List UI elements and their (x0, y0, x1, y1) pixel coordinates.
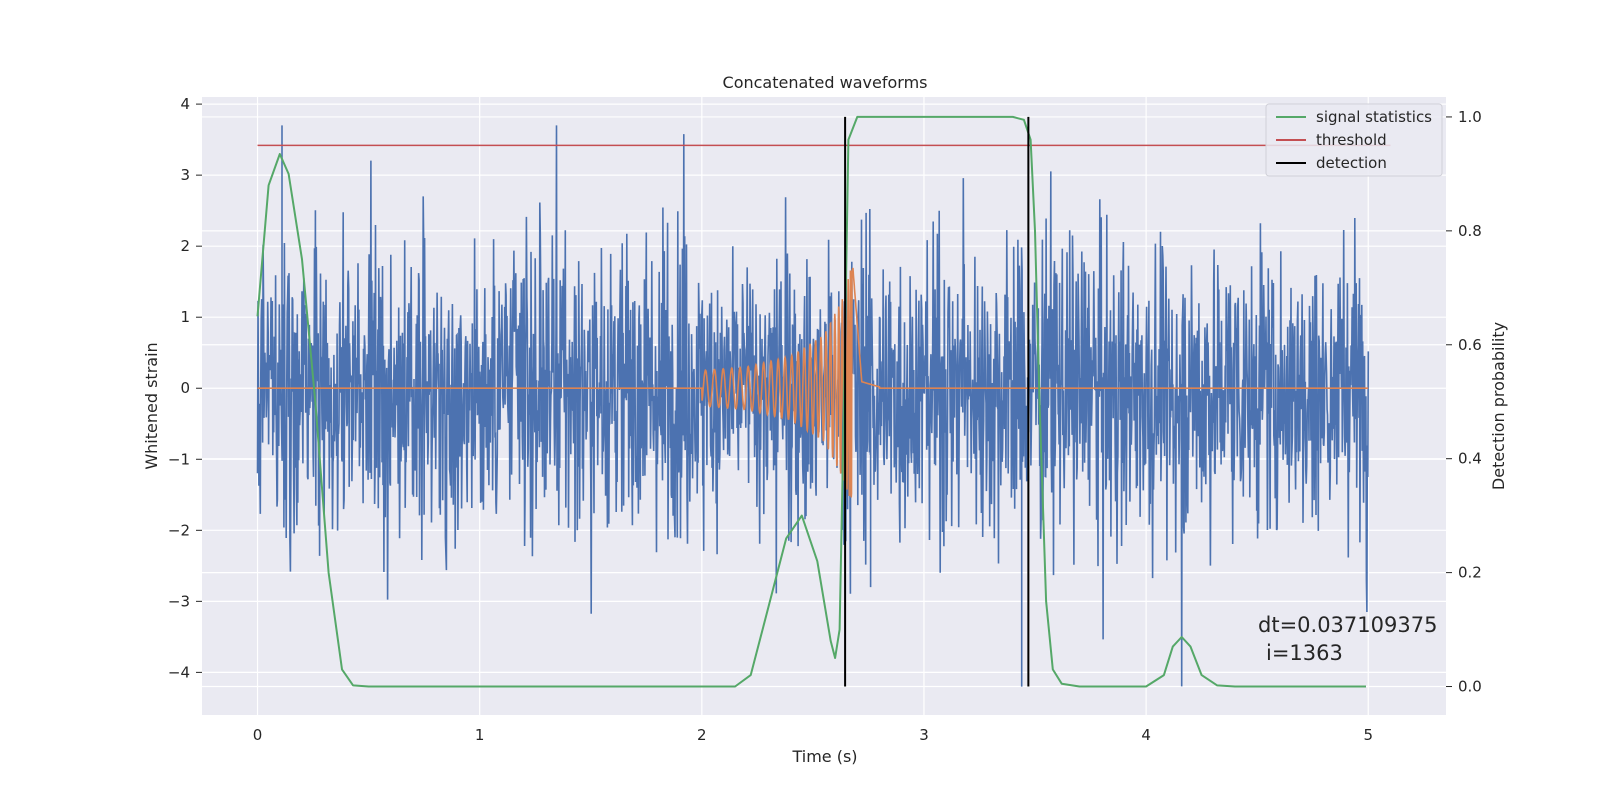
y-tick-label: 2 (180, 237, 190, 255)
y-axis-label-right: Detection probability (1489, 322, 1508, 490)
y-right-tick-label: 0.2 (1458, 564, 1482, 582)
legend-label-signal-statistics: signal statistics (1316, 108, 1432, 126)
x-tick-label: 4 (1141, 726, 1151, 744)
y-axis-right: 0.0 0.2 0.4 0.6 0.8 1.0 (1446, 108, 1482, 696)
x-tick-label: 1 (475, 726, 485, 744)
y-axis-label: Whitened strain (142, 342, 161, 469)
injected-waveform (257, 267, 1369, 498)
y-tick-label: −4 (168, 663, 190, 681)
legend-label-detection: detection (1316, 154, 1387, 172)
x-tick-label: 3 (919, 726, 929, 744)
y-right-tick-label: 0.6 (1458, 336, 1482, 354)
x-tick-label: 0 (253, 726, 263, 744)
x-tick-label: 5 (1363, 726, 1373, 744)
y-tick-label: 3 (180, 166, 190, 184)
y-axis-left: −4 −3 −2 −1 0 1 2 3 4 (168, 95, 202, 681)
annotation-index: i=1363 (1266, 641, 1343, 665)
annotation-dt: dt=0.037109375 (1258, 613, 1437, 637)
legend-label-threshold: threshold (1316, 131, 1387, 149)
x-axis-label: Time (s) (791, 747, 857, 766)
y-tick-label: 4 (180, 95, 190, 113)
y-right-tick-label: 1.0 (1458, 108, 1482, 126)
y-tick-label: 1 (180, 308, 190, 326)
y-right-tick-label: 0.8 (1458, 222, 1482, 240)
y-tick-label: 0 (180, 379, 190, 397)
legend-box (1265, 103, 1443, 177)
x-tick-label: 2 (697, 726, 707, 744)
noise-trace (256, 125, 1370, 687)
y-tick-label: −3 (168, 592, 190, 610)
x-axis: 0 1 2 3 4 5 (253, 726, 1373, 744)
series-layer (256, 115, 1391, 688)
y-tick-label: −2 (168, 521, 190, 539)
legend: signal statistics threshold detection (1265, 103, 1443, 177)
y-right-tick-label: 0.4 (1458, 450, 1482, 468)
y-tick-label: −1 (168, 450, 190, 468)
chart-title: Concatenated waveforms (723, 73, 928, 92)
plot-clip-group (256, 125, 1370, 687)
signal-statistics-line (256, 115, 1366, 688)
y-right-tick-label: 0.0 (1458, 678, 1482, 696)
